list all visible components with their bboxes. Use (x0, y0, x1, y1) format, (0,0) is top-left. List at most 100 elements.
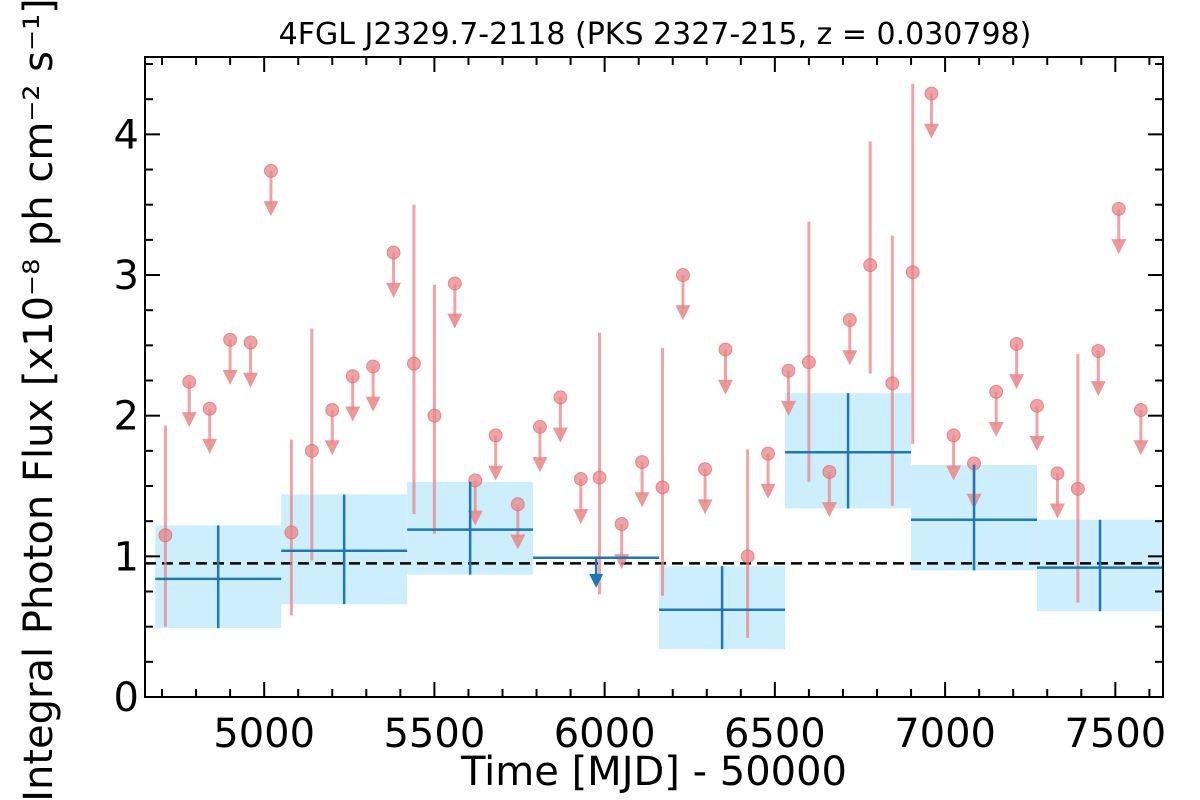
short-bin-point (345, 369, 360, 384)
upper-limit-arrowhead (467, 510, 483, 526)
short-bin-upper-limit (614, 516, 630, 570)
short-bin-point (842, 313, 857, 328)
long-bin-detection (785, 393, 912, 509)
upper-limit-arrowhead (447, 313, 463, 329)
short-bin-point (406, 356, 421, 371)
upper-limit-arrowhead (589, 573, 604, 588)
short-bin-point (532, 419, 547, 434)
short-bin-upper-limit (488, 428, 504, 481)
short-bin-detection (655, 348, 670, 596)
upper-limit-arrowhead (717, 379, 733, 395)
short-bin-point (781, 363, 796, 378)
short-bin-upper-limit (573, 471, 589, 525)
short-bin-upper-limit (532, 419, 548, 473)
short-bin-upper-limit (552, 390, 568, 443)
upper-limit-arrowhead (202, 438, 218, 454)
short-bin-point (924, 86, 939, 101)
short-bin-point (223, 332, 238, 347)
short-bin-detection (284, 439, 299, 616)
upper-limit-arrowhead (386, 282, 402, 298)
upper-limit-arrowhead (988, 421, 1004, 437)
short-bin-upper-limit (324, 403, 340, 456)
short-bin-point (635, 455, 650, 470)
upper-limit-arrowhead (697, 499, 713, 515)
short-bin-point (989, 384, 1004, 399)
short-bin-upper-limit (1090, 343, 1106, 397)
short-bin-detection (304, 328, 319, 561)
short-bin-point (822, 464, 837, 479)
x-tick-label: 5000 (213, 711, 315, 757)
short-bin-point (761, 446, 776, 461)
short-bin-point (325, 403, 340, 418)
short-bin-point (573, 471, 588, 486)
y-axis-ticks: 0 1 2 3 4 (114, 63, 1163, 721)
upper-limit-arrowhead (573, 509, 589, 525)
short-bin-point (182, 374, 197, 389)
x-axis-label: Time [MJD] - 50000 (460, 749, 847, 795)
upper-limit-arrowhead (1049, 503, 1065, 519)
short-bin-upper-limit (181, 374, 197, 428)
y-tick-label: 4 (114, 112, 139, 158)
x-tick-label: 5500 (383, 711, 485, 757)
short-bin-point (885, 376, 900, 391)
short-bin-point (1009, 336, 1024, 351)
short-bin-upper-limit (1049, 466, 1065, 519)
short-bin-point (905, 265, 920, 280)
upper-limit-arrowhead (675, 305, 691, 321)
short-bin-upper-limit (697, 462, 713, 515)
upper-limit-arrowhead (243, 372, 259, 388)
short-bin-point (386, 245, 401, 260)
upper-limit-arrowhead (634, 492, 650, 508)
upper-limit-arrowhead (1009, 374, 1025, 390)
short-bin-upper-limit (988, 384, 1004, 437)
short-bin-upper-limit (447, 276, 463, 329)
short-bin-point (740, 549, 755, 564)
short-bin-detection (427, 284, 442, 534)
short-bin-upper-limit (365, 359, 381, 412)
short-bin-upper-limit (675, 268, 691, 321)
upper-limit-arrowhead (488, 465, 504, 481)
short-bin-upper-limit (760, 446, 776, 499)
short-bin-upper-limit (1029, 398, 1045, 452)
upper-limit-arrowhead (614, 554, 630, 570)
short-bin-point (427, 408, 442, 423)
x-axis-ticks: 5000 5500 6000 6500 7000 7500 (161, 57, 1166, 757)
long-bin-detection (1037, 519, 1163, 612)
upper-limit-arrowhead (760, 483, 776, 499)
x-tick-label: 6500 (724, 711, 826, 757)
short-bin-upper-limit (386, 245, 402, 298)
y-tick-label: 0 (114, 675, 139, 721)
y-tick-label: 1 (114, 534, 139, 580)
short-bin-point (1030, 398, 1045, 413)
long-bin-detection (659, 566, 786, 650)
short-bin-upper-limit (263, 163, 279, 217)
upper-limit-arrowhead (552, 427, 568, 443)
short-bin-point (863, 258, 878, 273)
short-bin-point (1050, 466, 1065, 481)
short-bin-upper-limit (1133, 403, 1149, 456)
short-bin-point (1070, 481, 1085, 496)
short-bin-detection (592, 332, 607, 595)
long-bin-layer (155, 393, 1163, 650)
short-bin-point (284, 525, 299, 540)
short-bin-upper-limit (1009, 336, 1025, 390)
long-bin-detection (407, 481, 534, 575)
upper-limit-arrowhead (946, 465, 962, 481)
short-bin-upper-limit (717, 342, 733, 395)
short-bin-detection (740, 449, 755, 638)
short-bin-point (698, 462, 713, 477)
short-bin-point (801, 355, 816, 370)
short-bin-upper-limit (634, 455, 650, 508)
short-bin-upper-limit (1111, 201, 1127, 255)
short-bin-point (202, 401, 217, 416)
short-bin-point (592, 470, 607, 485)
short-bin-detection (406, 204, 421, 515)
x-tick-label: 6000 (554, 711, 656, 757)
short-bin-point (158, 528, 173, 543)
short-bin-point (655, 480, 670, 495)
short-bin-point (510, 497, 525, 512)
y-tick-label: 2 (114, 394, 139, 440)
short-bin-upper-limit (243, 335, 259, 388)
short-bin-point (1091, 343, 1106, 358)
